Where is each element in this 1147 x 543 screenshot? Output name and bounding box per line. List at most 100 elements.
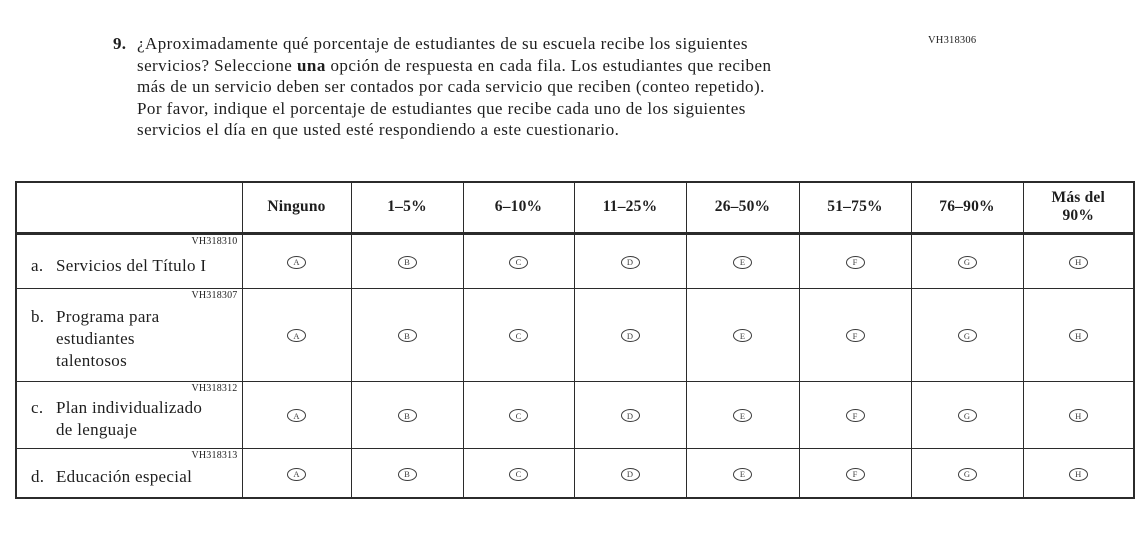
column-header-1-5: 1–5% (350, 181, 464, 233)
row-label: Plan individualizado de lenguaje (56, 398, 203, 439)
option-cell: D (573, 380, 687, 449)
option-cell: H (1022, 287, 1135, 382)
table-header-row: Ninguno 1–5% 6–10% 11–25% 26–50% 51–75% … (15, 181, 1135, 233)
option-cell: A (241, 287, 352, 382)
option-bubble-a-G[interactable]: G (957, 256, 977, 269)
option-cell: F (798, 380, 912, 449)
option-cell: F (798, 287, 912, 382)
option-bubble-a-C[interactable]: C (509, 256, 528, 269)
table-row-d: VH318313 d. Educación especial A B C D E… (15, 447, 1135, 499)
question-text: ¿Aproximadamente qué porcentaje de estud… (137, 33, 888, 141)
option-cell: B (350, 233, 464, 289)
option-cell: G (910, 447, 1024, 499)
option-bubble-c-D[interactable]: D (620, 409, 640, 423)
option-bubble-a-A[interactable]: A (287, 256, 306, 269)
row-code: VH318310 (191, 236, 238, 247)
option-bubble-d-D[interactable]: D (620, 467, 640, 481)
row-prefix: c. (31, 398, 44, 417)
option-bubble-d-G[interactable]: G (957, 467, 977, 481)
option-bubble-a-E[interactable]: E (733, 256, 752, 269)
option-cell: B (350, 380, 464, 449)
option-bubble-c-B[interactable]: B (397, 409, 417, 423)
option-bubble-d-C[interactable]: C (509, 467, 528, 481)
option-cell: A (241, 447, 352, 499)
option-bubble-c-C[interactable]: C (509, 409, 528, 423)
option-cell: A (241, 233, 352, 289)
row-label-cell: VH318312 c. Plan individualizado de leng… (15, 380, 243, 449)
option-bubble-c-G[interactable]: G (957, 409, 977, 423)
column-header-76-90: 76–90% (910, 181, 1024, 233)
option-bubble-b-B[interactable]: B (397, 329, 417, 343)
option-cell: E (685, 287, 800, 382)
question-text-part1: ¿Aproximadamente qué porcentaje de estud… (137, 34, 748, 75)
row-label: Servicios del Título I (56, 255, 207, 275)
option-cell: E (685, 233, 800, 289)
option-bubble-d-H[interactable]: H (1068, 467, 1088, 481)
option-cell: C (462, 233, 575, 289)
option-bubble-d-E[interactable]: E (733, 467, 752, 481)
option-cell: G (910, 233, 1024, 289)
table-row-a: VH318310 a. Servicios del Título I A B C… (15, 233, 1135, 289)
option-cell: H (1022, 447, 1135, 499)
question-text-part2: opción de respuesta en cada fila. Los es… (137, 55, 772, 140)
option-bubble-b-A[interactable]: A (287, 329, 306, 343)
option-cell: B (350, 447, 464, 499)
option-bubble-b-H[interactable]: H (1068, 329, 1088, 343)
option-bubble-b-C[interactable]: C (509, 329, 528, 343)
option-cell: H (1022, 380, 1135, 449)
option-bubble-a-H[interactable]: H (1068, 256, 1088, 269)
option-bubble-a-D[interactable]: D (620, 256, 640, 269)
option-bubble-a-B[interactable]: B (397, 256, 417, 269)
option-cell: F (798, 447, 912, 499)
row-label-cell: VH318310 a. Servicios del Título I (15, 233, 243, 289)
column-header-51-75: 51–75% (798, 181, 912, 233)
row-label: Educación especial (56, 467, 193, 487)
option-cell: F (798, 233, 912, 289)
option-bubble-c-E[interactable]: E (733, 409, 752, 423)
table-row-c: VH318312 c. Plan individualizado de leng… (15, 380, 1135, 449)
option-cell: A (241, 380, 352, 449)
header-divider-rule (15, 231, 1135, 235)
row-label: Programa para estudiantes talentosos (56, 307, 160, 370)
option-cell: B (350, 287, 464, 382)
option-bubble-a-F[interactable]: F (845, 256, 865, 269)
option-cell: D (573, 287, 687, 382)
column-header-ninguno: Ninguno (241, 181, 352, 233)
option-cell: C (462, 380, 575, 449)
option-bubble-d-B[interactable]: B (397, 467, 417, 481)
option-cell: G (910, 287, 1024, 382)
row-prefix: d. (31, 467, 45, 487)
option-bubble-c-A[interactable]: A (287, 409, 306, 423)
row-code: VH318312 (191, 382, 238, 394)
option-bubble-c-F[interactable]: F (845, 409, 865, 423)
form-code: VH318306 (928, 35, 977, 46)
option-cell: E (685, 447, 800, 499)
option-cell: H (1022, 233, 1135, 289)
option-cell: E (685, 380, 800, 449)
option-cell: C (462, 447, 575, 499)
column-header-26-50: 26–50% (685, 181, 800, 233)
column-header-11-25: 11–25% (573, 181, 687, 233)
option-cell: C (462, 287, 575, 382)
question-text-bold: una (297, 55, 326, 75)
option-cell: G (910, 380, 1024, 449)
option-bubble-b-G[interactable]: G (957, 329, 977, 343)
question-number: 9. (113, 34, 127, 53)
column-header-mas-90: Más del 90% (1022, 181, 1135, 233)
response-matrix-table: Ninguno 1–5% 6–10% 11–25% 26–50% 51–75% … (15, 181, 1135, 499)
option-bubble-b-F[interactable]: F (845, 329, 865, 343)
option-bubble-c-H[interactable]: H (1068, 409, 1088, 423)
row-prefix: b. (31, 307, 45, 326)
row-code: VH318313 (191, 449, 238, 461)
option-bubble-b-E[interactable]: E (733, 329, 752, 343)
question-block: 9. ¿Aproximadamente qué porcentaje de es… (113, 33, 888, 141)
row-label-cell: VH318313 d. Educación especial (15, 447, 243, 499)
option-cell: D (573, 447, 687, 499)
option-bubble-d-F[interactable]: F (845, 467, 865, 481)
column-header-6-10: 6–10% (462, 181, 575, 233)
row-label-cell: VH318307 b. Programa para estudiantes ta… (15, 287, 243, 382)
row-prefix: a. (31, 255, 44, 275)
option-bubble-d-A[interactable]: A (287, 467, 306, 481)
table-row-b: VH318307 b. Programa para estudiantes ta… (15, 287, 1135, 382)
option-bubble-b-D[interactable]: D (620, 329, 640, 343)
